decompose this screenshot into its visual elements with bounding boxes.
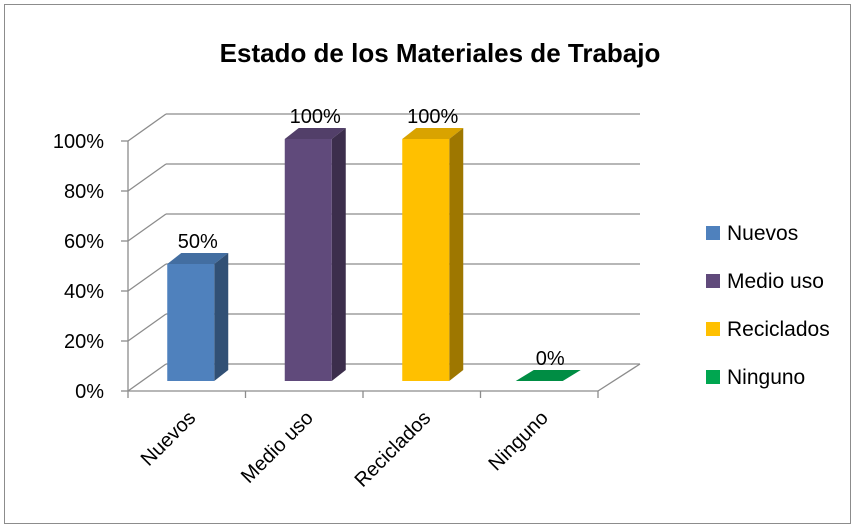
y-tick-label: 0% [75, 381, 104, 403]
bar-medio-uso: 100% [284, 106, 346, 381]
bar-front [167, 264, 215, 381]
gridline-side [127, 113, 167, 142]
gridline-side [127, 263, 167, 292]
data-label: 0% [536, 348, 565, 370]
bars: 50% 100% 100% 0% [167, 106, 581, 381]
bar-side [449, 128, 464, 381]
bar-reciclados: 100% [402, 106, 464, 381]
bar-top [167, 253, 229, 264]
x-tick-label: Reciclados [351, 407, 436, 492]
bar-top [402, 128, 464, 139]
floor-edge [597, 363, 641, 392]
legend-swatch [706, 322, 720, 336]
legend-label: Ninguno [727, 366, 805, 389]
bar-front [402, 139, 450, 381]
legend-label: Nuevos [727, 222, 798, 245]
bar-nuevos: 50% [167, 231, 229, 381]
y-tick-label: 100% [53, 131, 104, 153]
legend-label: Reciclados [727, 318, 830, 341]
x-tick-label: Medio uso [237, 407, 318, 488]
x-tick-label: Ninguno [485, 407, 553, 475]
legend-swatch [706, 226, 720, 240]
chart-title: Estado de los Materiales de Trabajo [220, 38, 661, 68]
y-tick-label: 60% [64, 231, 104, 253]
data-label: 100% [290, 106, 341, 128]
x-tick-label: Nuevos [137, 407, 201, 471]
bar-side [214, 253, 229, 381]
gridline-side [127, 363, 167, 392]
data-label: 50% [178, 231, 218, 253]
y-tick-label: 80% [64, 181, 104, 203]
bar-front [284, 139, 332, 381]
legend-swatch [706, 370, 720, 384]
gridline-side [127, 313, 167, 342]
legend-label: Medio uso [727, 270, 824, 293]
legend: Nuevos Medio uso Reciclados Ninguno [706, 222, 830, 389]
bar-side [331, 128, 346, 381]
data-label: 100% [407, 106, 458, 128]
y-axis-ticks: 0% 20% 40% 60% 80% 100% [53, 131, 128, 403]
y-tick-label: 40% [64, 281, 104, 303]
bar-flat [515, 370, 581, 381]
bar-top [284, 128, 346, 139]
gridline-side [127, 163, 167, 192]
bar-ninguno: 0% [515, 348, 581, 381]
x-axis: Nuevos Medio uso Reciclados Ninguno [127, 391, 599, 492]
y-tick-label: 20% [64, 331, 104, 353]
legend-swatch [706, 274, 720, 288]
gridline-side [127, 213, 167, 242]
